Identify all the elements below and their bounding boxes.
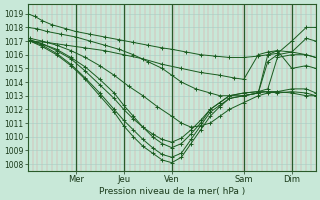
X-axis label: Pression niveau de la mer( hPa ): Pression niveau de la mer( hPa ) xyxy=(99,187,245,196)
